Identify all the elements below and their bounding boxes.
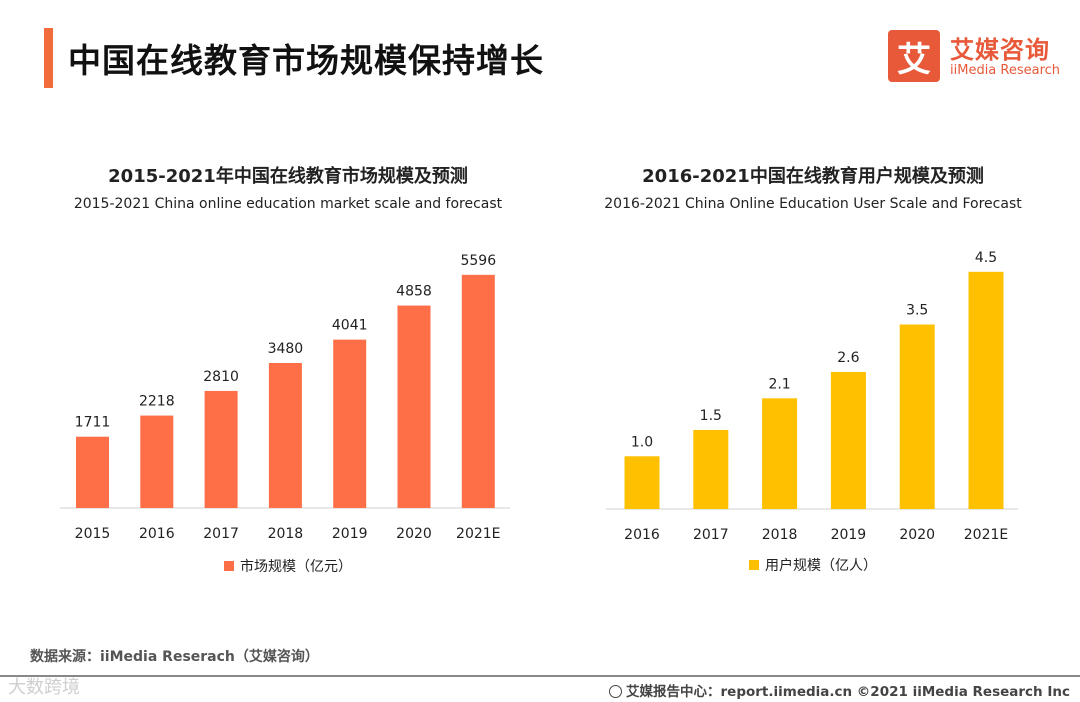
- tick-label-2016: 2016: [139, 526, 175, 542]
- data-label-2015: 1711: [75, 415, 111, 431]
- tick-label-2018: 2018: [762, 527, 798, 543]
- data-label-2018: 2.1: [768, 376, 790, 392]
- chart-legend: 市场规模（亿元）: [60, 556, 516, 576]
- data-label-2018: 3480: [268, 341, 304, 357]
- data-label-2020: 4858: [396, 284, 432, 300]
- tick-label-2021E: 2021E: [964, 527, 1008, 543]
- globe-icon: [609, 685, 622, 698]
- tick-label-2015: 2015: [75, 526, 111, 542]
- user-scale-plot: 1.0 2016 1.5 2017 2.1 2018 2.6 2019 3.5 2020 4.5 20…: [606, 250, 1018, 543]
- bar-2020: [899, 324, 935, 509]
- bar-2019: [333, 339, 367, 508]
- bar-2016: [624, 456, 660, 509]
- logo-mark-icon: 艾: [888, 30, 940, 82]
- market-scale-chart: 2015-2021年中国在线教育市场规模及预测 2015-2021 China …: [60, 158, 516, 588]
- data-label-2016: 2218: [139, 394, 175, 410]
- tick-label-2019: 2019: [332, 526, 368, 542]
- iimedia-logo: 艾 艾媒咨询 iiMedia Research: [888, 30, 1068, 82]
- tick-label-2019: 2019: [831, 527, 867, 543]
- data-label-2020: 3.5: [906, 303, 928, 319]
- logo-chinese-name: 艾媒咨询: [950, 36, 1050, 64]
- watermark-text: 大数跨境: [8, 677, 80, 698]
- legend-label: 用户规模（亿人）: [765, 558, 877, 574]
- data-label-2017: 1.5: [700, 408, 722, 424]
- data-label-2017: 2810: [203, 369, 239, 385]
- bar-2017: [693, 429, 729, 509]
- bar-2019: [830, 371, 866, 509]
- bar-2021E: [968, 271, 1004, 509]
- tick-label-2020: 2020: [899, 527, 935, 543]
- bar-2016: [140, 415, 174, 508]
- data-source-note: 数据来源：iiMedia Reserach（艾媒咨询）: [30, 649, 319, 665]
- bar-2017: [204, 390, 238, 508]
- chart-title: 2015-2021年中国在线教育市场规模及预测: [108, 166, 468, 187]
- bar-2018: [762, 398, 798, 509]
- tick-label-2017: 2017: [693, 527, 729, 543]
- tick-label-2016: 2016: [624, 527, 660, 543]
- bar-2015: [76, 436, 109, 508]
- data-label-2019: 4041: [332, 318, 368, 334]
- legend-swatch: [224, 561, 234, 571]
- footer-credit: 艾媒报告中心：report.iimedia.cn ©2021 iiMedia R…: [609, 680, 1070, 700]
- tick-label-2020: 2020: [396, 526, 432, 542]
- tick-label-2017: 2017: [203, 526, 239, 542]
- bar-2021E: [461, 274, 495, 508]
- data-label-2021E: 5596: [460, 253, 496, 269]
- user-scale-chart: 2016-2021中国在线教育用户规模及预测 2016-2021 China O…: [600, 158, 1026, 588]
- logo-english-name: iiMedia Research: [950, 63, 1061, 78]
- chart-subtitle: 2016-2021 China Online Education User Sc…: [604, 196, 1022, 212]
- bar-2020: [397, 305, 431, 508]
- tick-label-2021E: 2021E: [456, 526, 500, 542]
- data-label-2019: 2.6: [837, 350, 859, 366]
- bar-2018: [268, 363, 302, 508]
- market-scale-plot: 1711 2015 2218 2016 2810 2017 3480 2018 4041 2019…: [60, 253, 510, 542]
- title-accent-bar: [44, 28, 53, 88]
- data-label-2016: 1.0: [631, 434, 653, 450]
- chart-legend: 用户规模（亿人）: [600, 555, 1026, 575]
- data-label-2021E: 4.5: [975, 250, 997, 266]
- tick-label-2018: 2018: [268, 526, 304, 542]
- footer-divider: [0, 675, 1080, 677]
- chart-title: 2016-2021中国在线教育用户规模及预测: [642, 166, 984, 187]
- page-title: 中国在线教育市场规模保持增长: [68, 41, 544, 80]
- footer-text: 艾媒报告中心：report.iimedia.cn ©2021 iiMedia R…: [626, 684, 1070, 700]
- legend-swatch: [749, 560, 759, 570]
- legend-label: 市场规模（亿元）: [240, 559, 352, 575]
- chart-subtitle: 2015-2021 China online education market …: [73, 196, 503, 212]
